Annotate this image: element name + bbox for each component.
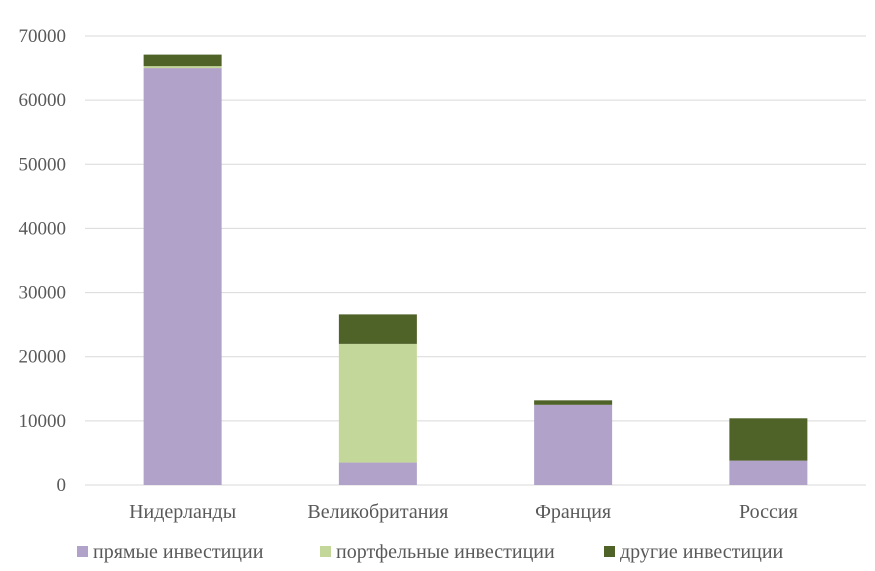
bar-segment: [338, 343, 417, 463]
x-category-label: Россия: [739, 501, 798, 523]
bar-segment: [338, 314, 417, 344]
y-tick-label: 70000: [19, 26, 67, 47]
bar-segment: [143, 54, 222, 67]
bar-segment: [534, 404, 613, 485]
bar-segment: [729, 460, 808, 485]
x-category-label: Франция: [535, 501, 611, 523]
bar-segment: [143, 66, 222, 69]
bar-segment: [338, 462, 417, 485]
y-tick-label: 40000: [19, 218, 67, 239]
legend-label: другие инвестиции: [620, 541, 784, 563]
bar-segment: [534, 400, 613, 405]
x-category-label: Великобритания: [307, 501, 448, 523]
y-tick-label: 10000: [19, 411, 67, 432]
legend-swatch: [77, 546, 88, 557]
y-tick-label: 20000: [19, 347, 67, 368]
y-tick-label: 60000: [19, 90, 67, 111]
y-tick-label: 0: [57, 475, 67, 496]
bar-segment: [729, 418, 808, 461]
legend-swatch: [604, 546, 615, 557]
bar-segment: [143, 68, 222, 486]
legend-label: портфельные инвестиции: [336, 541, 555, 563]
legend: прямые инвестиции портфельные инвестиции д…: [77, 541, 784, 563]
x-axis-categories: Нидерланды Великобритания Франция Россия: [129, 501, 798, 523]
y-axis-ticks: 0 10000 20000 30000 40000 50000 60000 70000: [19, 26, 67, 496]
legend-label: прямые инвестиции: [93, 541, 264, 563]
legend-swatch: [320, 546, 331, 557]
x-category-label: Нидерланды: [129, 501, 236, 523]
y-tick-label: 50000: [19, 154, 67, 175]
y-tick-label: 30000: [19, 283, 67, 304]
bars: [143, 54, 808, 486]
